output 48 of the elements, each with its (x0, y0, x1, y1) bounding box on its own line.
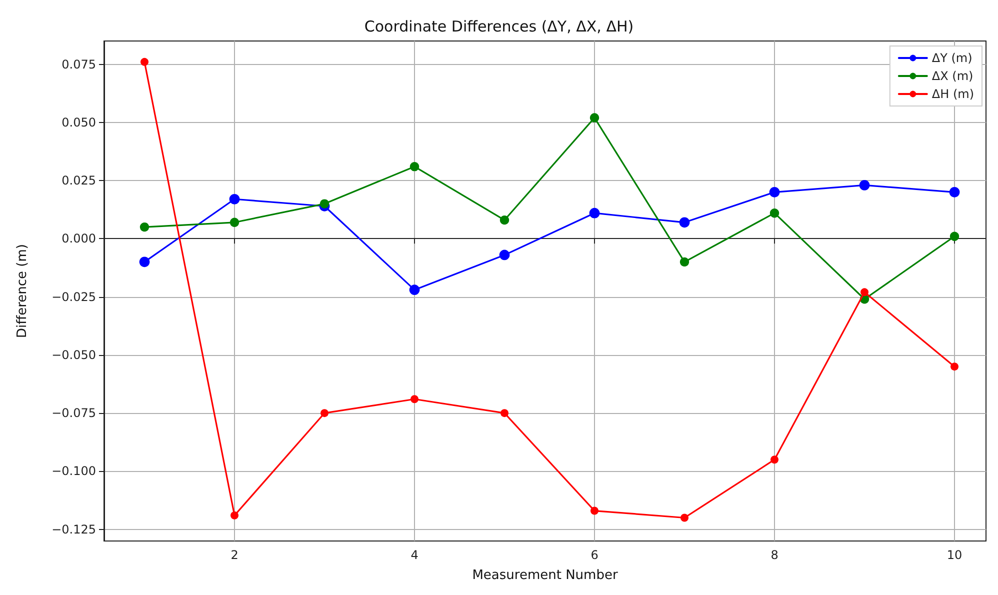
x-tick-label: 10 (946, 548, 962, 562)
y-tick-label: −0.125 (52, 522, 96, 536)
legend-label: ΔX (m) (932, 69, 974, 83)
point (320, 199, 330, 208)
point (410, 162, 420, 172)
point (950, 362, 958, 371)
point (860, 288, 868, 296)
legend-label: ΔH (m) (932, 87, 974, 101)
x-tick-label: 2 (230, 548, 238, 562)
point (680, 514, 688, 522)
point (770, 456, 778, 464)
y-tick-label: −0.075 (52, 406, 96, 420)
point (500, 409, 508, 418)
x-tick-label: 8 (770, 548, 778, 562)
x-tick-label: 6 (590, 548, 598, 562)
y-tick-label: −0.025 (52, 290, 96, 304)
point (409, 284, 420, 296)
point (950, 232, 960, 241)
point (590, 113, 600, 122)
point (589, 208, 600, 218)
point (500, 215, 510, 225)
point (139, 256, 150, 268)
y-tick-label: 0.050 (62, 115, 96, 130)
point (859, 180, 870, 190)
y-tick-label: 0.075 (62, 57, 96, 72)
legend-label: ΔY (m) (932, 51, 972, 65)
y-tick-label: −0.050 (52, 348, 96, 362)
point (680, 257, 690, 267)
point (679, 217, 690, 228)
y-axis-title: Difference (m) (15, 244, 30, 338)
y-tick-label: −0.100 (52, 464, 96, 478)
point (949, 186, 960, 198)
y-tick-label: 0.000 (62, 232, 96, 246)
point (499, 250, 510, 260)
point (320, 409, 328, 418)
point (770, 208, 780, 218)
point (140, 222, 150, 232)
point (229, 194, 240, 204)
point (769, 186, 780, 198)
point (590, 506, 598, 515)
chart-title: Coordinate Differences (ΔY, ΔX, ΔH) (364, 18, 634, 36)
x-axis-title: Measurement Number (472, 568, 618, 583)
point (410, 395, 418, 404)
point (230, 218, 240, 227)
point (230, 511, 238, 520)
y-tick-label: 0.025 (62, 174, 96, 188)
point (140, 58, 148, 66)
x-tick-label: 4 (410, 548, 418, 562)
